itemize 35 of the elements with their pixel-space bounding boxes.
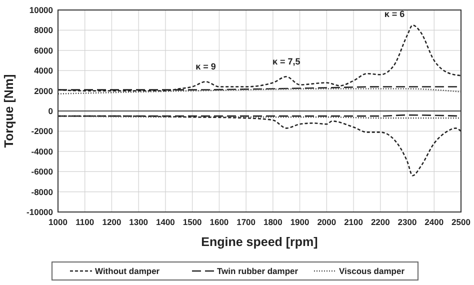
x-tick-label: 1200	[102, 217, 122, 227]
y-tick-label: 2000	[34, 86, 54, 96]
y-tick-label: -8000	[31, 186, 54, 197]
y-tick-label: -10000	[26, 206, 54, 217]
y-tick-label: 10000	[29, 4, 54, 15]
x-tick-label: 1800	[263, 217, 283, 227]
x-tick-label: 1300	[129, 217, 148, 227]
y-tick-label: 8000	[34, 25, 54, 36]
y-tick-label: 6000	[34, 45, 54, 56]
x-axis-title: Engine speed [rpm]	[201, 235, 318, 249]
x-tick-label: 2100	[344, 217, 364, 227]
y-tick-label: 4000	[34, 66, 54, 76]
x-tick-label: 1100	[76, 217, 94, 227]
x-tick-label: 2400	[424, 217, 444, 227]
annotation: κ = 9	[196, 62, 216, 72]
legend-label: Viscous damper	[339, 266, 406, 276]
x-tick-label: 1000	[48, 217, 68, 227]
x-tick-label: 1500	[182, 217, 202, 227]
x-tick-label: 1600	[210, 217, 229, 227]
legend-label: Without damper	[95, 266, 160, 276]
annotation: κ = 6	[384, 9, 405, 20]
x-tick-label: 2200	[370, 217, 390, 227]
x-tick-label: 1400	[156, 217, 176, 227]
x-tick-label: 2500	[452, 217, 471, 227]
y-tick-label: -2000	[31, 126, 54, 136]
x-tick-label: 2300	[398, 217, 417, 227]
y-axis-title: Torque [Nm]	[2, 74, 16, 148]
y-tick-label: -4000	[31, 146, 54, 156]
y-tick-label: 0	[48, 106, 54, 116]
y-tick-label: -6000	[31, 166, 54, 177]
x-tick-label: 2000	[317, 217, 336, 227]
x-tick-label: 1700	[236, 217, 256, 227]
annotation: κ = 7,5	[272, 56, 300, 67]
legend-label: Twin rubber damper	[217, 266, 299, 276]
x-tick-label: 1900	[290, 217, 310, 227]
